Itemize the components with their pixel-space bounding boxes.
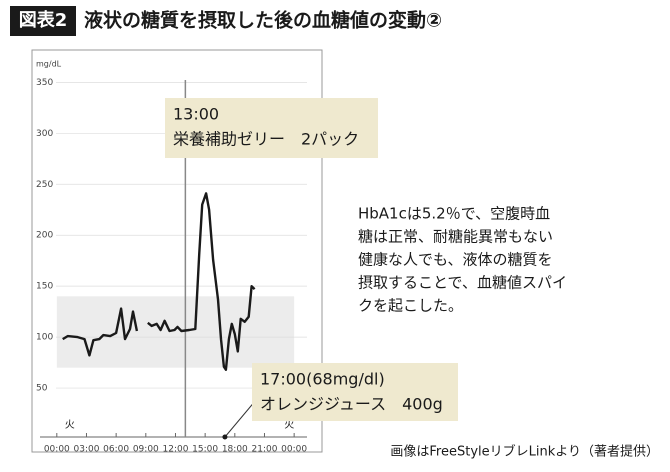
- y-tick-label: 350: [36, 78, 53, 88]
- badge: 図表2: [19, 9, 68, 31]
- target-range: [56, 296, 295, 368]
- day-label: 火: [284, 419, 294, 431]
- y-tick-label: 150: [36, 282, 53, 292]
- annotation-text: 17:00(68mg/dl): [260, 370, 385, 389]
- x-tick-label: 06:00: [103, 445, 129, 455]
- note-text: 摂取することで、血糖値スパイ: [358, 274, 567, 292]
- annotation-box: [252, 363, 458, 421]
- panel: [31, 49, 323, 453]
- caption: 画像はFreeStyleリブレLinkより（著者提供）: [390, 444, 659, 460]
- badge-box: [10, 6, 76, 36]
- x-tick-label: 00:00: [281, 445, 307, 455]
- x-tick-label: 15:00: [192, 445, 218, 455]
- y-tick-label: 250: [36, 180, 53, 190]
- note-text: HbA1cは5.2％で、空腹時血: [358, 205, 550, 223]
- note-text: 糖は正常、耐糖能異常もない: [358, 228, 553, 246]
- line: [62, 192, 256, 371]
- y-unit: mg/dL: [36, 60, 62, 69]
- annotation-text: 栄養補助ゼリー 2パック: [173, 130, 359, 149]
- x-tick-label: 21:00: [252, 445, 278, 455]
- annotation-box: [165, 98, 378, 158]
- note-text: クを起こした。: [358, 297, 463, 315]
- day-label: 火: [65, 419, 75, 431]
- annotation-text: 13:00: [173, 105, 219, 124]
- connector: [224, 399, 257, 438]
- y-tick-label: 50: [36, 384, 48, 394]
- chart-title: 液状の糖質を摂取した後の血糖値の変動②: [84, 9, 442, 32]
- y-tick-label: 300: [36, 129, 53, 139]
- y-tick-label: 100: [36, 333, 53, 343]
- event-point: [222, 434, 228, 440]
- x-tick-label: 00:00: [44, 445, 70, 455]
- x-tick-label: 03:00: [74, 445, 100, 455]
- note-text: 健康な人でも、液体の糖質を: [358, 251, 553, 269]
- annotation-text: オレンジジュース 400g: [260, 395, 443, 414]
- x-tick-label: 09:00: [133, 445, 159, 455]
- x-tick-label: 18:00: [222, 445, 248, 455]
- x-tick-label: 12:00: [163, 445, 189, 455]
- y-tick-label: 200: [36, 231, 53, 241]
